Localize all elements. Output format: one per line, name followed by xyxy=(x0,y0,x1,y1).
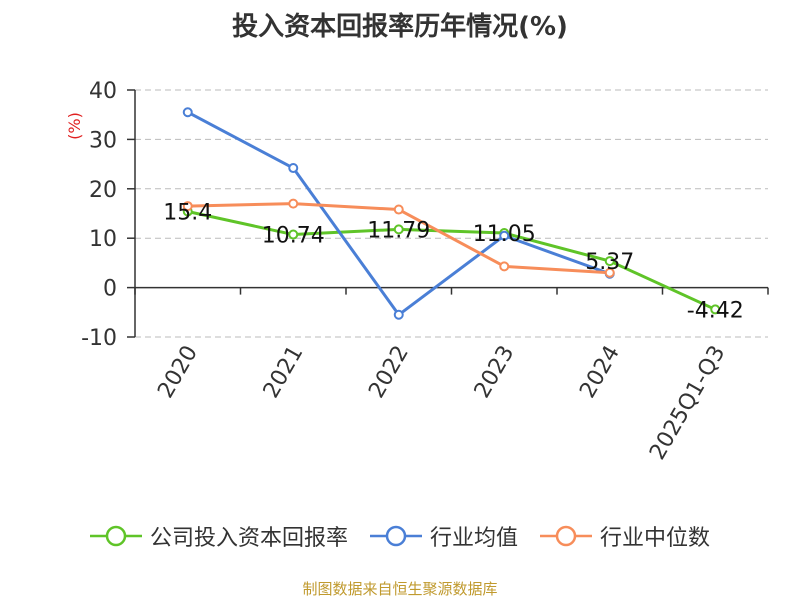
x-tick-label: 2023 xyxy=(470,342,520,403)
legend-item-industry-mean[interactable]: 行业均值 xyxy=(369,520,518,552)
legend-swatch-industry-mean-icon xyxy=(369,525,422,547)
data-point-2 xyxy=(604,267,615,278)
y-tick-label: -10 xyxy=(81,326,117,351)
data-point-1 xyxy=(288,163,299,174)
legend-item-company[interactable]: 公司投入资本回报率 xyxy=(89,520,348,552)
legend: 公司投入资本回报率 行业均值 行业中位数 xyxy=(0,520,800,552)
y-tick-label: 10 xyxy=(89,227,117,252)
y-tick-label: 0 xyxy=(103,277,117,302)
source-note: 制图数据来自恒生聚源数据库 xyxy=(302,580,498,598)
data-point-0 xyxy=(288,229,299,240)
data-point-2 xyxy=(393,204,404,215)
data-point-2 xyxy=(182,201,193,212)
legend-swatch-industry-median-icon xyxy=(540,525,592,547)
data-point-1 xyxy=(499,230,510,241)
data-label: 5.37 xyxy=(585,250,634,275)
data-point-1 xyxy=(393,309,404,320)
legend-label-industry-median: 行业中位数 xyxy=(600,526,711,551)
x-tick-label: 2022 xyxy=(364,342,414,403)
legend-swatch-company-icon xyxy=(89,525,142,547)
data-point-1 xyxy=(182,107,193,118)
x-tick-label: 2025Q1-Q3 xyxy=(645,342,730,465)
y-tick-label: 20 xyxy=(89,178,117,203)
data-point-2 xyxy=(499,261,510,272)
data-point-2 xyxy=(288,198,299,209)
data-point-0 xyxy=(393,224,404,235)
y-axis-label: (%) xyxy=(65,112,84,140)
data-label: 15.4 xyxy=(163,201,212,226)
data-label: 11.05 xyxy=(473,222,536,247)
data-point-0 xyxy=(604,256,615,267)
legend-item-industry-median[interactable]: 行业中位数 xyxy=(540,520,710,552)
data-label: 11.79 xyxy=(367,218,430,243)
data-label: 10.74 xyxy=(262,224,325,249)
legend-label-company: 公司投入资本回报率 xyxy=(149,526,348,551)
series-line-0 xyxy=(187,210,716,311)
data-label: -4.42 xyxy=(687,298,744,323)
x-tick-label: 2020 xyxy=(153,342,203,403)
legend-label-industry-mean: 行业均值 xyxy=(429,526,518,551)
chart-title: 投入资本回报率历年情况(%) xyxy=(232,12,568,42)
x-tick-label: 2024 xyxy=(575,342,625,403)
x-tick-label: 2021 xyxy=(259,342,309,403)
y-tick-label: 30 xyxy=(89,128,117,153)
data-point-0 xyxy=(710,304,721,315)
y-tick-label: 40 xyxy=(89,79,117,104)
